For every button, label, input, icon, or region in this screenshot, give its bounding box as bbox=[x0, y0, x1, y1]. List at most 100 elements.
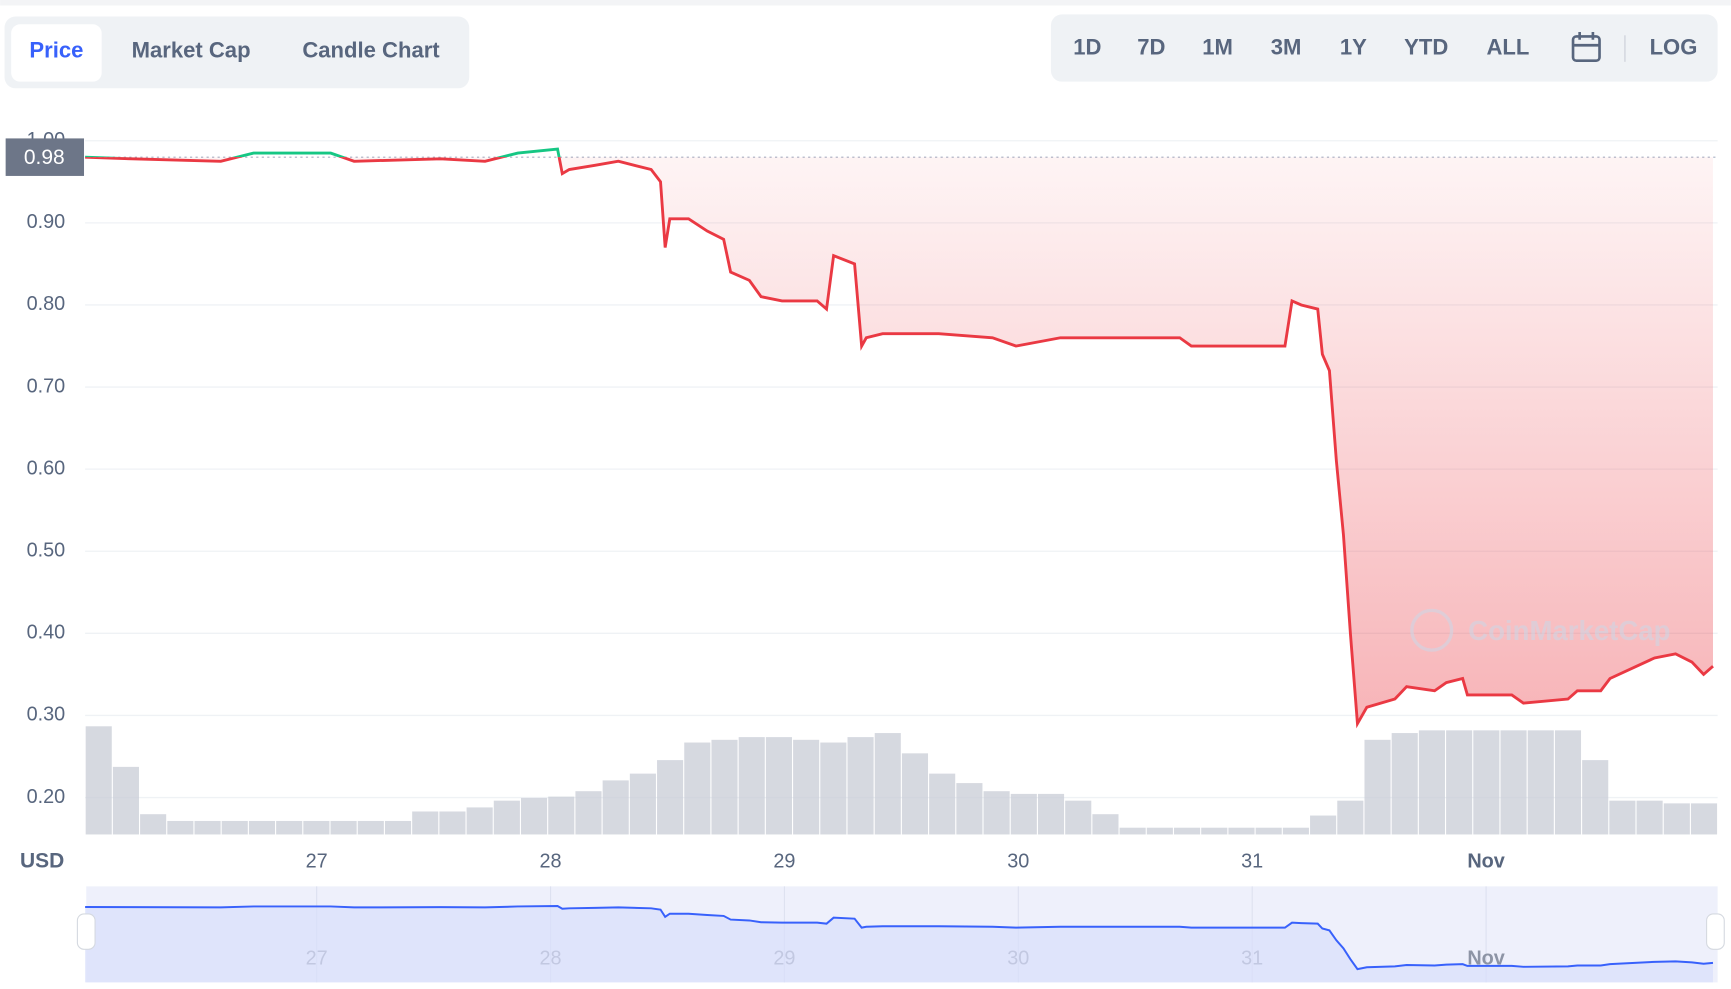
range-button[interactable]: 1Y bbox=[1340, 34, 1367, 59]
x-tick-label: Nov bbox=[1467, 850, 1505, 872]
x-tick-label: 29 bbox=[773, 850, 795, 872]
loss-area bbox=[85, 157, 1713, 724]
volume-bar bbox=[820, 742, 847, 835]
volume-bar bbox=[221, 820, 248, 835]
volume-bar bbox=[1092, 814, 1119, 835]
range-button[interactable]: 3M bbox=[1271, 34, 1302, 59]
volume-bar bbox=[1446, 730, 1473, 835]
range-group bbox=[1050, 14, 1718, 82]
volume-bar bbox=[793, 739, 820, 835]
volume-bar bbox=[1473, 730, 1500, 835]
range-button[interactable]: 1D bbox=[1073, 34, 1101, 59]
watermark: CoinMarketCap bbox=[1468, 615, 1670, 646]
volume-bar bbox=[1418, 730, 1445, 835]
volume-bar bbox=[548, 796, 575, 835]
volume-bar bbox=[629, 773, 656, 835]
watermark-logo bbox=[1410, 608, 1454, 652]
volume-bar bbox=[1609, 800, 1636, 835]
volume-bar bbox=[521, 797, 548, 835]
y-tick-label: 0.60 bbox=[27, 457, 66, 479]
navigator-tick-label: Nov bbox=[1467, 947, 1505, 969]
volume-bar bbox=[439, 811, 466, 835]
volume-bar bbox=[765, 737, 792, 835]
volume-bar bbox=[1065, 800, 1092, 835]
volume-bar bbox=[276, 820, 303, 835]
volume-bar bbox=[1228, 827, 1255, 835]
y-axis-label: USD bbox=[20, 850, 64, 873]
top-border bbox=[0, 0, 1731, 6]
price-line-down bbox=[85, 157, 1714, 729]
log-button[interactable]: LOG bbox=[1650, 34, 1698, 59]
volume-bar bbox=[983, 791, 1010, 835]
volume-bar bbox=[248, 820, 276, 835]
volume-bar bbox=[194, 820, 221, 835]
volume-bar bbox=[901, 753, 929, 835]
volume-bar bbox=[602, 780, 629, 835]
volume-bar bbox=[140, 814, 167, 835]
navigator-area bbox=[85, 905, 1713, 983]
volume-bar bbox=[1282, 827, 1309, 835]
y-tick-label: 0.80 bbox=[27, 293, 66, 315]
volume-bar bbox=[1201, 827, 1228, 835]
navigator-line bbox=[85, 904, 1714, 971]
volume-bar bbox=[575, 791, 602, 835]
volume-bar bbox=[1119, 827, 1146, 835]
volume-bar bbox=[684, 742, 711, 835]
tab[interactable]: Price bbox=[29, 38, 83, 63]
volume-bar bbox=[384, 820, 412, 835]
volume-bar bbox=[330, 820, 357, 835]
y-tick-label: 0.90 bbox=[27, 211, 66, 233]
volume-bar bbox=[1663, 803, 1690, 835]
y-tick-label: 0.30 bbox=[27, 704, 66, 726]
volume-bar bbox=[847, 737, 874, 835]
volume-bar bbox=[1146, 827, 1173, 835]
volume-bar bbox=[929, 773, 956, 835]
volume-bar bbox=[493, 800, 520, 835]
x-tick-label: 30 bbox=[1007, 850, 1029, 872]
y-tick-label: 0.50 bbox=[27, 539, 66, 561]
navigator-handle[interactable] bbox=[76, 913, 96, 950]
volume-bar bbox=[1500, 730, 1527, 835]
volume-bar bbox=[657, 760, 684, 835]
volume-bar bbox=[738, 737, 765, 835]
price-badge bbox=[5, 138, 85, 176]
volume-bar bbox=[1174, 827, 1201, 835]
x-tick-label: 31 bbox=[1241, 850, 1263, 872]
volume-bar bbox=[1010, 793, 1037, 835]
tab[interactable]: Market Cap bbox=[132, 38, 251, 63]
navigator-handle[interactable] bbox=[1706, 913, 1725, 950]
calendar-icon[interactable] bbox=[1571, 32, 1601, 63]
tab[interactable]: Candle Chart bbox=[302, 38, 440, 63]
volume-bar bbox=[1255, 827, 1282, 835]
price-badge-label: 0.98 bbox=[24, 146, 65, 169]
x-tick-label: 28 bbox=[540, 850, 562, 872]
volume-bar bbox=[85, 726, 112, 835]
tab-group bbox=[4, 16, 470, 89]
volume-bar bbox=[1310, 815, 1337, 835]
volume-bar bbox=[167, 820, 194, 835]
volume-bar bbox=[112, 766, 139, 835]
volume-bar bbox=[1554, 730, 1582, 835]
volume-bar bbox=[1527, 730, 1554, 835]
volume-bar bbox=[711, 739, 738, 835]
volume-bar bbox=[303, 820, 330, 835]
volume-bar bbox=[357, 820, 384, 835]
volume-bar bbox=[1337, 800, 1364, 835]
volume-bar bbox=[412, 811, 439, 835]
y-tick-label: 0.40 bbox=[27, 622, 66, 644]
range-button[interactable]: 7D bbox=[1137, 34, 1165, 59]
volume-bar bbox=[1364, 739, 1391, 835]
y-tick-label: 0.20 bbox=[27, 786, 66, 808]
volume-bar bbox=[1636, 800, 1663, 835]
volume-bar bbox=[1391, 733, 1418, 835]
range-button[interactable]: YTD bbox=[1404, 34, 1448, 59]
y-tick-label: 0.70 bbox=[27, 375, 66, 397]
x-tick-label: 27 bbox=[306, 850, 328, 872]
volume-bar bbox=[1037, 793, 1065, 835]
volume-bar bbox=[1690, 803, 1718, 835]
volume-bar bbox=[1582, 760, 1609, 835]
range-button[interactable]: 1M bbox=[1202, 34, 1233, 59]
volume-bar bbox=[956, 783, 983, 835]
range-button[interactable]: ALL bbox=[1486, 34, 1529, 59]
